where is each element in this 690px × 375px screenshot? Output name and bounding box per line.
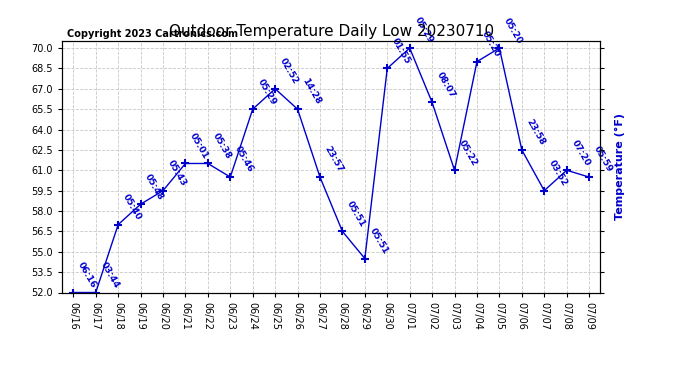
Text: 23:58: 23:58 bbox=[524, 118, 546, 147]
Y-axis label: Temperature (°F): Temperature (°F) bbox=[615, 113, 625, 220]
Text: 05:46: 05:46 bbox=[233, 145, 255, 174]
Text: 05:01: 05:01 bbox=[188, 132, 210, 161]
Text: 03:52: 03:52 bbox=[547, 159, 569, 188]
Text: 03:44: 03:44 bbox=[99, 260, 121, 290]
Text: Copyright 2023 Cartronics.com: Copyright 2023 Cartronics.com bbox=[68, 29, 239, 39]
Text: 05:51: 05:51 bbox=[345, 200, 367, 229]
Text: 05:48: 05:48 bbox=[144, 172, 166, 201]
Text: 05:38: 05:38 bbox=[210, 132, 233, 161]
Text: 05:22: 05:22 bbox=[457, 138, 480, 168]
Text: 05:29: 05:29 bbox=[413, 16, 435, 45]
Text: 23:57: 23:57 bbox=[323, 145, 345, 174]
Text: 06:16: 06:16 bbox=[76, 261, 98, 290]
Text: 14:28: 14:28 bbox=[300, 77, 322, 106]
Text: 05:20: 05:20 bbox=[480, 30, 502, 59]
Text: 05:29: 05:29 bbox=[255, 77, 277, 106]
Text: 05:51: 05:51 bbox=[368, 226, 390, 256]
Text: 08:07: 08:07 bbox=[435, 70, 457, 100]
Text: 07:20: 07:20 bbox=[569, 138, 591, 168]
Title: Outdoor Temperature Daily Low 20230710: Outdoor Temperature Daily Low 20230710 bbox=[168, 24, 494, 39]
Text: 05:40: 05:40 bbox=[121, 193, 143, 222]
Text: 05:59: 05:59 bbox=[592, 145, 614, 174]
Text: 05:20: 05:20 bbox=[502, 16, 524, 45]
Text: 02:52: 02:52 bbox=[278, 57, 300, 86]
Text: 01:55: 01:55 bbox=[390, 36, 412, 66]
Text: 05:43: 05:43 bbox=[166, 159, 188, 188]
